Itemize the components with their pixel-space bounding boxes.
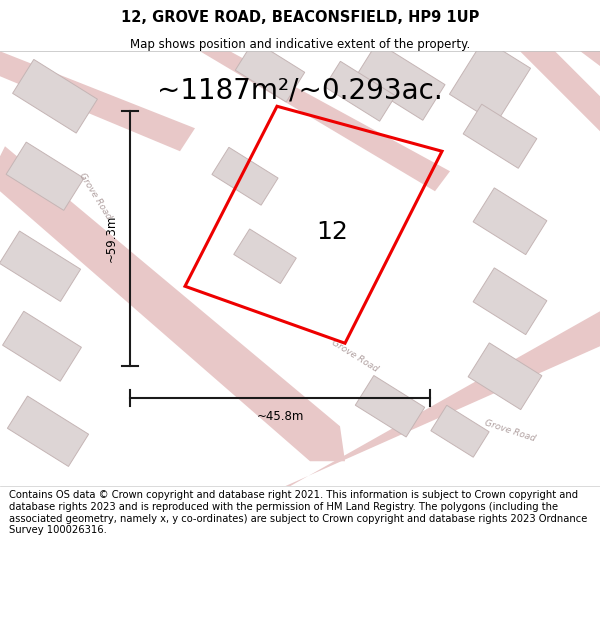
- Polygon shape: [463, 104, 537, 168]
- Polygon shape: [0, 51, 195, 151]
- Text: Contains OS data © Crown copyright and database right 2021. This information is : Contains OS data © Crown copyright and d…: [9, 491, 587, 535]
- Polygon shape: [234, 229, 296, 284]
- Text: Grove Road: Grove Road: [484, 419, 536, 444]
- Polygon shape: [0, 146, 345, 461]
- Polygon shape: [212, 148, 278, 205]
- Polygon shape: [473, 268, 547, 334]
- Polygon shape: [355, 376, 425, 437]
- Text: Map shows position and indicative extent of the property.: Map shows position and indicative extent…: [130, 39, 470, 51]
- Polygon shape: [325, 61, 395, 121]
- Text: ~1187m²/~0.293ac.: ~1187m²/~0.293ac.: [157, 76, 443, 104]
- Polygon shape: [6, 142, 84, 211]
- Polygon shape: [468, 343, 542, 409]
- Text: ~59.3m: ~59.3m: [105, 215, 118, 262]
- Polygon shape: [250, 311, 600, 486]
- Polygon shape: [431, 405, 489, 458]
- Polygon shape: [0, 231, 80, 301]
- Polygon shape: [2, 311, 82, 381]
- Polygon shape: [473, 188, 547, 254]
- Polygon shape: [7, 396, 89, 466]
- Text: Grove Road: Grove Road: [77, 171, 113, 221]
- Text: 12, GROVE ROAD, BEACONSFIELD, HP9 1UP: 12, GROVE ROAD, BEACONSFIELD, HP9 1UP: [121, 10, 479, 25]
- Polygon shape: [13, 59, 97, 133]
- Text: ~45.8m: ~45.8m: [256, 410, 304, 423]
- Polygon shape: [355, 42, 445, 120]
- Polygon shape: [200, 51, 450, 191]
- Polygon shape: [520, 51, 600, 131]
- Text: Grove Road: Grove Road: [330, 338, 380, 374]
- Text: 12: 12: [316, 220, 348, 244]
- Polygon shape: [449, 39, 530, 123]
- Polygon shape: [580, 51, 600, 66]
- Polygon shape: [235, 41, 305, 102]
